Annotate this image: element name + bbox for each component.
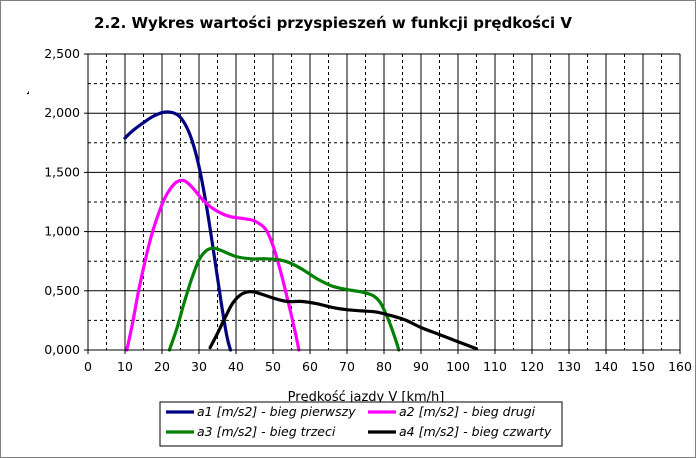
legend-box xyxy=(159,401,563,447)
x-tick-label: 130 xyxy=(557,359,581,374)
x-tick-label: 110 xyxy=(483,359,507,374)
legend-label: a3 [m/s2] - bieg trzeci xyxy=(197,424,336,439)
x-tick-label: 0 xyxy=(84,359,92,374)
y-tick-label: 1,500 xyxy=(44,164,80,179)
legend-label: a2 [m/s2] - bieg drugi xyxy=(399,404,536,419)
x-tick-label: 10 xyxy=(117,359,133,374)
y-axis-label-clip: Przyspieszenie a [m/s2] xyxy=(16,53,31,207)
legend-label: a4 [m/s2] - bieg czwarty xyxy=(399,424,552,439)
x-tick-label: 60 xyxy=(302,359,318,374)
y-tick-labels: 0,000 0,500 1,000 1,500 2,000 2,500 xyxy=(44,46,88,357)
y-tick-label: 2,500 xyxy=(44,46,80,61)
legend: a1 [m/s2] - bieg pierwszy a2 [m/s2] - bie… xyxy=(159,401,563,447)
series-lines xyxy=(123,110,479,352)
x-tick-label: 40 xyxy=(228,359,244,374)
series-line-2 xyxy=(125,178,301,352)
y-tick-label: 0,000 xyxy=(44,342,80,357)
y-tick-label: 2,000 xyxy=(44,105,80,120)
x-tick-labels: 0 10 20 30 40 50 60 70 80 90 100 110 120 130 140 150 160 xyxy=(84,350,692,374)
x-tick-label: 120 xyxy=(520,359,544,374)
series-line-3 xyxy=(167,246,401,352)
x-tick-label: 90 xyxy=(413,359,429,374)
x-tick-label: 80 xyxy=(376,359,392,374)
gridlines xyxy=(88,53,681,350)
x-tick-label: 100 xyxy=(446,359,470,374)
x-tick-label: 50 xyxy=(265,359,281,374)
x-tick-label: 20 xyxy=(154,359,170,374)
x-tick-label: 150 xyxy=(631,359,655,374)
x-tick-label: 160 xyxy=(668,359,692,374)
y-tick-label: 0,500 xyxy=(44,283,80,298)
y-tick-label: 1,000 xyxy=(44,224,80,239)
x-tick-label: 70 xyxy=(339,359,355,374)
x-axis-label: Prędkość jazdy V [km/h] xyxy=(288,390,445,405)
x-tick-label: 30 xyxy=(191,359,207,374)
series-line-4 xyxy=(208,289,479,351)
x-tick-label: 140 xyxy=(594,359,618,374)
legend-label: a1 [m/s2] - bieg pierwszy xyxy=(197,404,356,419)
series-line-1 xyxy=(123,110,233,352)
y-axis-label: Przyspieszenie a [m/s2] xyxy=(16,53,31,207)
chart-title: 2.2. Wykres wartości przyspieszeń w funk… xyxy=(94,14,572,32)
